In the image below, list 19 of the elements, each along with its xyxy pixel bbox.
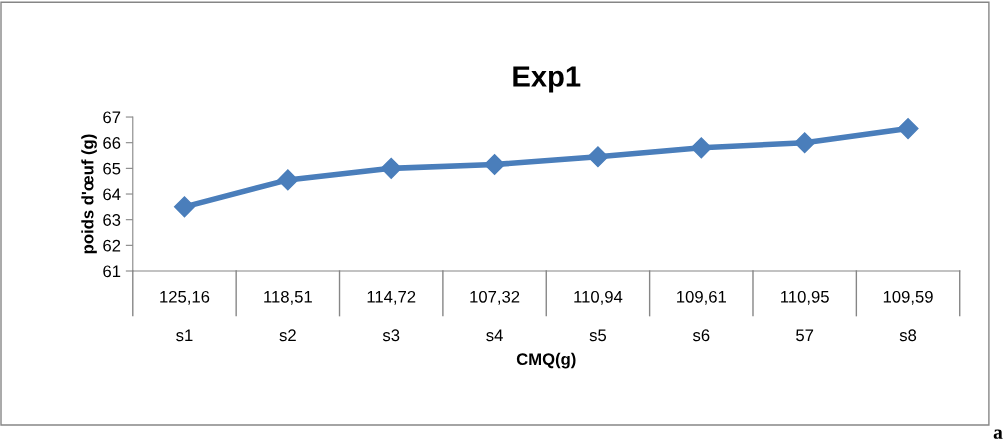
y-tick-label: 61 bbox=[103, 265, 121, 278]
x-axis-title: CMQ(g) bbox=[516, 352, 576, 369]
y-tick-label: 65 bbox=[103, 162, 121, 175]
y-tick-label: 63 bbox=[103, 214, 121, 226]
category-label: 114,72 s3 bbox=[367, 290, 416, 342]
y-tick-label: 66 bbox=[103, 137, 121, 149]
y-tick-label: 62 bbox=[103, 239, 121, 252]
y-axis-title: poids d'œuf (g) bbox=[81, 134, 97, 254]
category-label: 109,59 s8 bbox=[883, 290, 933, 342]
category-label: 110,94 s5 bbox=[574, 290, 623, 342]
text: a bbox=[993, 429, 1003, 439]
y-tick-label: 67 bbox=[103, 111, 121, 124]
chart-title: Exp1 bbox=[513, 66, 581, 93]
category-label: 110,95 57 bbox=[781, 290, 829, 342]
category-label: 125,16 s1 bbox=[160, 290, 210, 342]
y-tick-label: 64 bbox=[103, 188, 121, 201]
category-label: 118,51 s2 bbox=[264, 290, 312, 342]
category-label: 109,61 s6 bbox=[677, 290, 726, 342]
category-label: 107,32 s4 bbox=[470, 290, 520, 342]
